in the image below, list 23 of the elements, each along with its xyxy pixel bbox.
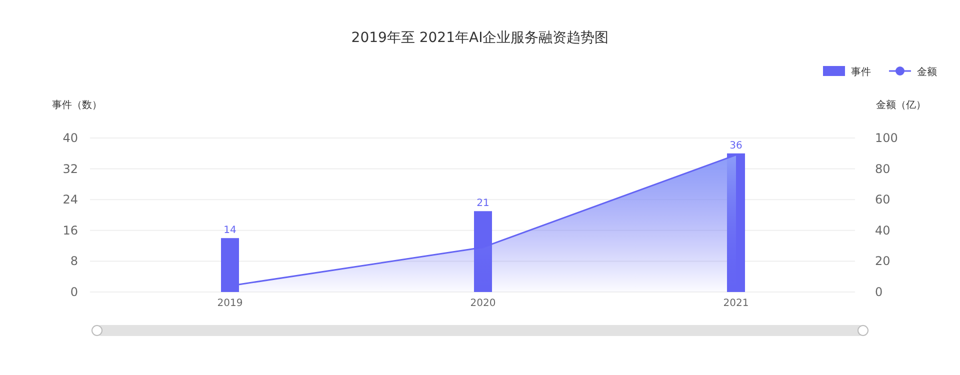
y2-tick-label: 100 — [875, 131, 898, 145]
y-tick-label: 16 — [62, 223, 78, 238]
y-tick-label: 8 — [70, 254, 78, 268]
data-label: 21 — [476, 198, 490, 210]
y2-tick-label: 40 — [875, 223, 890, 238]
y2-tick-label: 60 — [875, 192, 890, 207]
x-tick-label: 2021 — [723, 298, 749, 309]
x-tick-label: 2020 — [470, 298, 496, 309]
y-tick-label: 0 — [70, 285, 78, 299]
y2-tick-label: 0 — [875, 285, 883, 299]
y-axis-title: 事件（数） — [52, 99, 102, 111]
data-label: 14 — [224, 225, 236, 236]
x-tick-label: 2019 — [217, 298, 243, 309]
y2-tick-label: 20 — [875, 254, 890, 268]
y-tick-label: 32 — [62, 162, 78, 176]
y-tick-label: 40 — [62, 131, 78, 145]
data-label: 36 — [730, 140, 742, 152]
chart-title: 2019年至 2021年AI企业服务融资趋势图 — [351, 30, 609, 46]
y-tick-label: 24 — [62, 192, 78, 207]
legend-label: 金额 — [917, 66, 937, 78]
legend-label: 事件 — [851, 66, 871, 78]
y2-axis-title: 金额（亿） — [876, 99, 926, 111]
y2-tick-label: 80 — [875, 162, 890, 176]
